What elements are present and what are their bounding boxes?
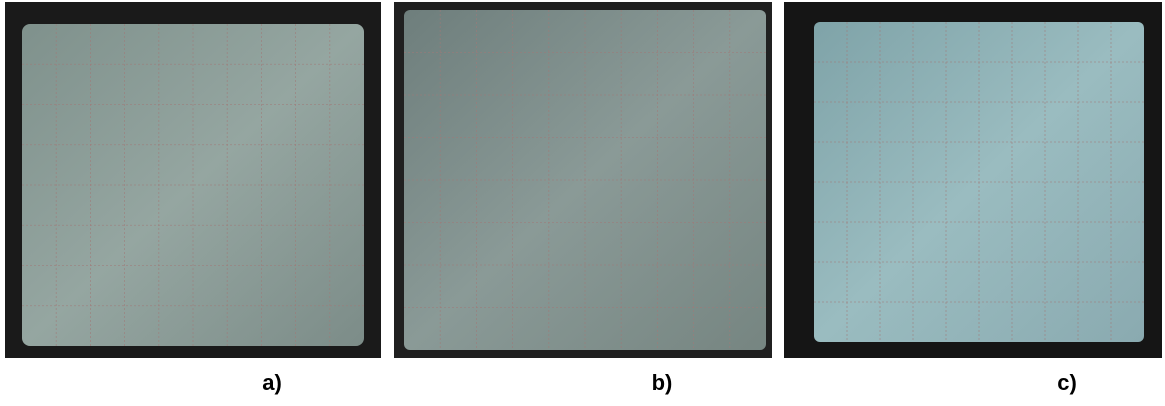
panel-label: a) <box>262 370 282 395</box>
panel-label: b) <box>652 370 673 395</box>
panel-label: c) <box>1057 370 1077 395</box>
photos <box>5 2 1162 358</box>
